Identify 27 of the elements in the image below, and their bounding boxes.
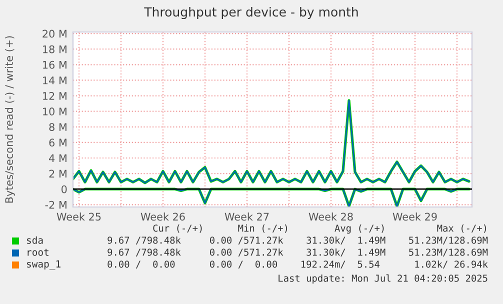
text: Last update: Mon Jul 21 04:20:05 2025 xyxy=(278,274,488,284)
x-tick-label: Week 27 xyxy=(224,212,269,221)
y-tick-label: 6 M xyxy=(49,138,66,147)
legend-label: sda xyxy=(27,236,43,244)
y-tick-label: 0 xyxy=(62,185,67,194)
text: 9.67 /798.48k 0.00 /571.27k 31.30k/ 1.49M 51.23M/128.69M xyxy=(108,236,488,245)
y-tick-label: 12 M xyxy=(43,92,66,100)
x-tick-label: Week 28 xyxy=(308,212,353,221)
text: Cur (-/+) Min (-/+) Avg (-/+) Max (-/+) xyxy=(153,224,486,234)
text: 9.67 /798.48k 0.00 /571.27k 31.30k/ 1.49M 51.23M/128.69M xyxy=(108,248,488,257)
legend-label: swap_1 xyxy=(27,260,60,270)
x-tick-label: Week 26 xyxy=(140,212,185,221)
y-tick-label: 2 M xyxy=(49,170,66,178)
y-tick-label: 18 M xyxy=(43,45,66,54)
y-tick-label: -2 M xyxy=(45,200,66,209)
y-tick-label: 8 M xyxy=(49,123,66,131)
text: 0.00 / 0.00 0.00 / 0.00 192.24m/ 5.54 1.02k/ 26.94k xyxy=(108,260,488,269)
x-tick-label: Week 25 xyxy=(56,212,101,221)
y-tick-label: 10 M xyxy=(43,108,66,116)
y-axis-title: Bytes/second read (-) / write (+) xyxy=(4,36,16,203)
y-tick-label: 20 M xyxy=(42,30,66,38)
x-tick-label: Week 29 xyxy=(392,212,437,221)
legend-label: root xyxy=(28,248,48,256)
y-tick-label: 14 M xyxy=(43,76,66,84)
y-tick-label: 4 M xyxy=(49,154,66,162)
y-tick-label: 16 M xyxy=(43,60,66,69)
chart-title: Throughput per device - by month xyxy=(144,6,358,20)
